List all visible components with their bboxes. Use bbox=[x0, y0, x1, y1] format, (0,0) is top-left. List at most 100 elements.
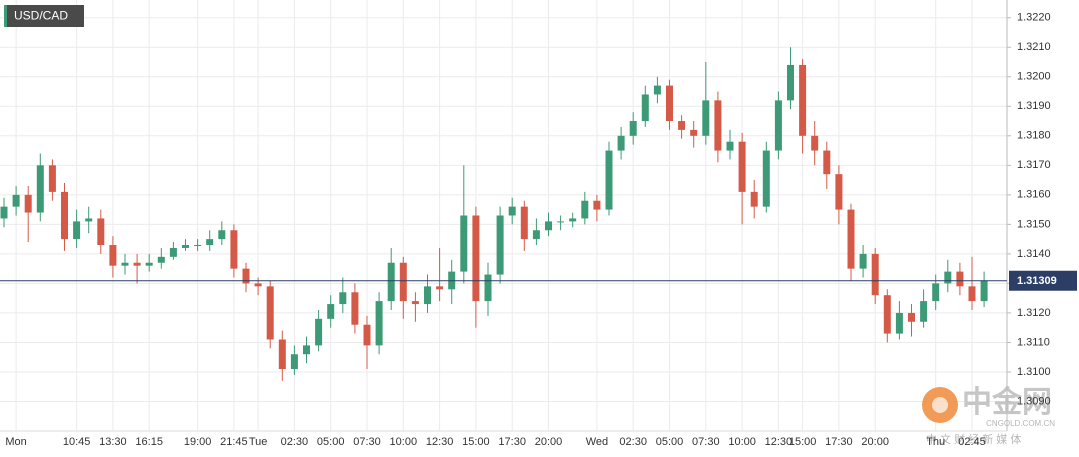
y-tick-label: 1.3160 bbox=[1017, 189, 1051, 201]
candle-body bbox=[85, 218, 93, 222]
candle-body bbox=[883, 295, 891, 334]
y-tick-label: 1.3090 bbox=[1017, 395, 1051, 407]
candle-body bbox=[714, 100, 722, 151]
x-tick-label: 17:30 bbox=[498, 436, 526, 448]
x-tick-label: 05:00 bbox=[317, 436, 345, 448]
candle-body bbox=[472, 215, 480, 302]
candles bbox=[0, 47, 988, 381]
candle-body bbox=[303, 345, 310, 355]
candle-body bbox=[218, 230, 226, 240]
candle-body bbox=[242, 268, 250, 284]
x-tick-label: 02:30 bbox=[281, 436, 309, 448]
x-tick-label: 15:00 bbox=[462, 436, 490, 448]
title-box bbox=[4, 5, 84, 27]
candle-body bbox=[194, 245, 202, 247]
watermark: 中金网 CNGOLD.COM.CN 中 文 财 经 新 媒 体 bbox=[922, 385, 1055, 446]
candle-body bbox=[605, 150, 613, 210]
candle-body bbox=[411, 301, 419, 305]
candle-body bbox=[932, 283, 940, 302]
candle-body bbox=[774, 100, 782, 151]
candle-body bbox=[109, 245, 117, 266]
candle-body bbox=[641, 94, 649, 122]
candle-body bbox=[859, 253, 867, 269]
candle-body bbox=[895, 312, 903, 334]
last-price-label: 1.31309 bbox=[1017, 275, 1057, 287]
candle-body bbox=[520, 206, 528, 240]
candle-body bbox=[653, 85, 661, 95]
candle-body bbox=[290, 354, 298, 370]
x-tick-label: Wed bbox=[586, 436, 608, 448]
x-tick-label: 12:30 bbox=[765, 436, 793, 448]
candle-body bbox=[48, 165, 56, 192]
candle-body bbox=[871, 253, 879, 296]
y-tick-label: 1.3110 bbox=[1017, 336, 1050, 348]
candle-body bbox=[399, 262, 407, 302]
candle-body bbox=[145, 262, 153, 266]
candle-body bbox=[593, 200, 601, 210]
candle-body bbox=[424, 286, 431, 305]
candle-body bbox=[339, 292, 347, 305]
x-tick-label: 19:00 bbox=[184, 436, 212, 448]
candle-body bbox=[0, 206, 8, 219]
candle-body bbox=[157, 256, 165, 263]
candle-body bbox=[182, 245, 189, 248]
x-tick-label: Mon bbox=[5, 436, 26, 448]
candle-body bbox=[557, 221, 565, 223]
candle-body bbox=[956, 271, 964, 287]
candle-body bbox=[581, 200, 589, 219]
candle-body bbox=[351, 292, 359, 325]
x-tick-label: 02:30 bbox=[619, 436, 647, 448]
x-tick-label: 16:15 bbox=[135, 436, 163, 448]
x-tick-label: 10:00 bbox=[390, 436, 418, 448]
x-tick-label: 13:30 bbox=[99, 436, 127, 448]
candle-body bbox=[750, 191, 758, 207]
candle-body bbox=[436, 286, 444, 290]
candle-body bbox=[97, 218, 105, 246]
candle-body bbox=[980, 280, 988, 302]
candle-body bbox=[133, 262, 141, 266]
candle-body bbox=[12, 194, 20, 207]
candle-body bbox=[811, 135, 819, 151]
grid bbox=[0, 0, 1007, 431]
x-tick-label: 10:45 bbox=[63, 436, 91, 448]
candle-body bbox=[460, 215, 468, 272]
candle-body bbox=[787, 64, 794, 101]
x-tick-label: 17:30 bbox=[825, 436, 853, 448]
candle-body bbox=[968, 286, 976, 302]
candle-body bbox=[36, 165, 44, 213]
candle-body bbox=[823, 150, 831, 175]
watermark-site: CNGOLD.COM.CN bbox=[986, 419, 1055, 428]
x-tick-label: 07:30 bbox=[353, 436, 381, 448]
x-tick-label: 12:30 bbox=[426, 436, 454, 448]
candle-body bbox=[726, 141, 734, 151]
candle-body bbox=[375, 301, 383, 346]
candle-body bbox=[169, 247, 177, 257]
x-tick-label: 05:00 bbox=[656, 436, 684, 448]
candle-body bbox=[315, 318, 323, 346]
candle-body bbox=[847, 209, 855, 269]
candle-body bbox=[944, 271, 952, 284]
candle-body bbox=[73, 221, 81, 240]
y-tick-label: 1.3140 bbox=[1017, 248, 1051, 260]
y-tick-label: 1.3180 bbox=[1017, 130, 1051, 142]
candle-body bbox=[327, 304, 335, 319]
title-accent bbox=[4, 5, 7, 27]
x-tick-label: 02:45 bbox=[958, 436, 986, 448]
candle-body bbox=[278, 339, 286, 370]
candle-body bbox=[545, 221, 552, 231]
x-tick-label: 10:00 bbox=[728, 436, 756, 448]
candle-body bbox=[569, 218, 577, 222]
x-tick-label: 20:00 bbox=[535, 436, 563, 448]
candle-body bbox=[799, 64, 807, 136]
candle-body bbox=[121, 262, 129, 266]
x-tick-label: 15:00 bbox=[789, 436, 817, 448]
y-tick-label: 1.3210 bbox=[1017, 41, 1051, 53]
candle-body bbox=[617, 135, 625, 151]
candle-body bbox=[738, 141, 746, 192]
candle-body bbox=[920, 301, 928, 322]
candle-body bbox=[678, 121, 686, 130]
y-tick-label: 1.3200 bbox=[1017, 71, 1051, 83]
candle-body bbox=[629, 121, 637, 136]
